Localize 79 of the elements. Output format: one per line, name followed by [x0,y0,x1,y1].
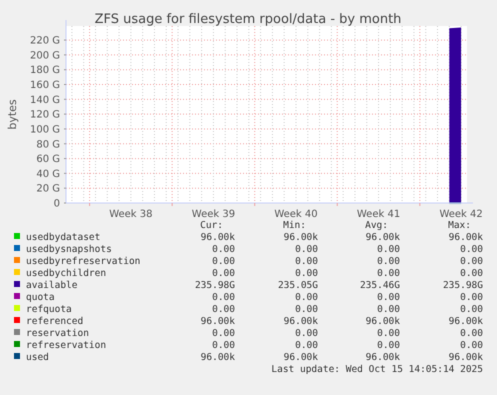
text: 96.00k [366,352,400,363]
text: 0.00 [460,256,484,267]
y-tick-label: 160 G [30,80,60,92]
text: 0.00 [212,268,236,279]
y-tick-label: 220 G [30,36,60,47]
text: Min: [283,220,306,231]
text: 0.00 [295,256,318,267]
x-tick-label: Week 40 [274,209,318,220]
text: 0.00 [377,328,400,339]
text: Avg: [365,220,388,231]
text: Cur: [200,220,223,231]
text: 0.00 [295,244,318,255]
text: 0.00 [460,292,484,303]
text: 96.00k [448,316,484,327]
text: 0.00 [460,328,484,339]
x-tick-label: Week 42 [439,209,483,220]
text: 0.00 [460,268,484,279]
x-tick-label: Week 41 [356,209,400,220]
text: 0.00 [295,328,318,339]
text: 96.00k [284,352,318,363]
text: 235.46G [360,280,400,291]
text: Max: [448,220,471,231]
text: 0.00 [377,256,400,267]
text: 96.00k [200,232,236,243]
y-tick-label: 120 G [30,110,60,121]
text: 0.00 [295,340,318,351]
text: Last update: Wed Oct 15 14:05:14 2025 [271,364,483,375]
y-tick-label: 80 G [36,139,60,150]
text: 0.00 [212,292,236,303]
text: 96.00k [366,232,400,243]
chart-title: ZFS usage for filesystem rpool/data - by month [94,12,402,27]
text: 0.00 [212,256,236,267]
text: 0.00 [377,340,400,351]
text: 0.00 [460,244,484,255]
text: 235.98G [442,280,484,291]
legend-label: reservation [26,328,89,339]
legend-label: usedbyrefreservation [26,256,140,267]
text: 0.00 [460,340,484,351]
y-tick-label: 200 G [30,50,60,62]
legend-label: available [26,280,78,291]
text: 0.00 [212,304,236,315]
y-tick-label: 100 G [30,124,60,136]
text: 96.00k [284,232,318,243]
x-tick-label: Week 39 [192,209,236,220]
text: 0.00 [212,340,236,351]
text: 0.00 [212,244,236,255]
y-tick-label: 140 G [30,94,60,106]
legend-label: referenced [26,316,84,327]
text: 96.00k [284,316,318,327]
text: 0.00 [460,304,484,315]
legend-label: refreservation [26,340,106,351]
legend-label: refquota [26,304,72,315]
legend-label: usedbychildren [26,268,106,279]
y-tick-label: 20 G [36,184,60,195]
text: 96.00k [200,352,236,363]
y-tick-label: 180 G [30,65,60,76]
x-tick-label: Week 38 [109,209,153,220]
text: 96.00k [366,316,400,327]
text: 0.00 [377,244,400,255]
y-tick-label: 0 [54,198,60,210]
y-axis-title: bytes [6,99,19,130]
text: 0.00 [212,328,236,339]
text: 0.00 [377,304,400,315]
text: 0.00 [295,268,318,279]
y-tick-label: 60 G [36,154,60,166]
legend-label: used [26,352,49,363]
text: 0.00 [377,292,400,303]
text: 235.05G [278,280,318,291]
text: 96.00k [448,352,484,363]
y-tick-label: 40 G [36,168,60,180]
text: 0.00 [295,292,318,303]
text: 96.00k [448,232,484,243]
legend-label: quota [26,292,55,303]
text: 0.00 [377,268,400,279]
text: 96.00k [200,316,236,327]
text: 235.98G [194,280,236,291]
legend-label: usedbysnapshots [26,244,112,255]
text: 0.00 [295,304,318,315]
legend-label: usedbydataset [26,232,100,243]
